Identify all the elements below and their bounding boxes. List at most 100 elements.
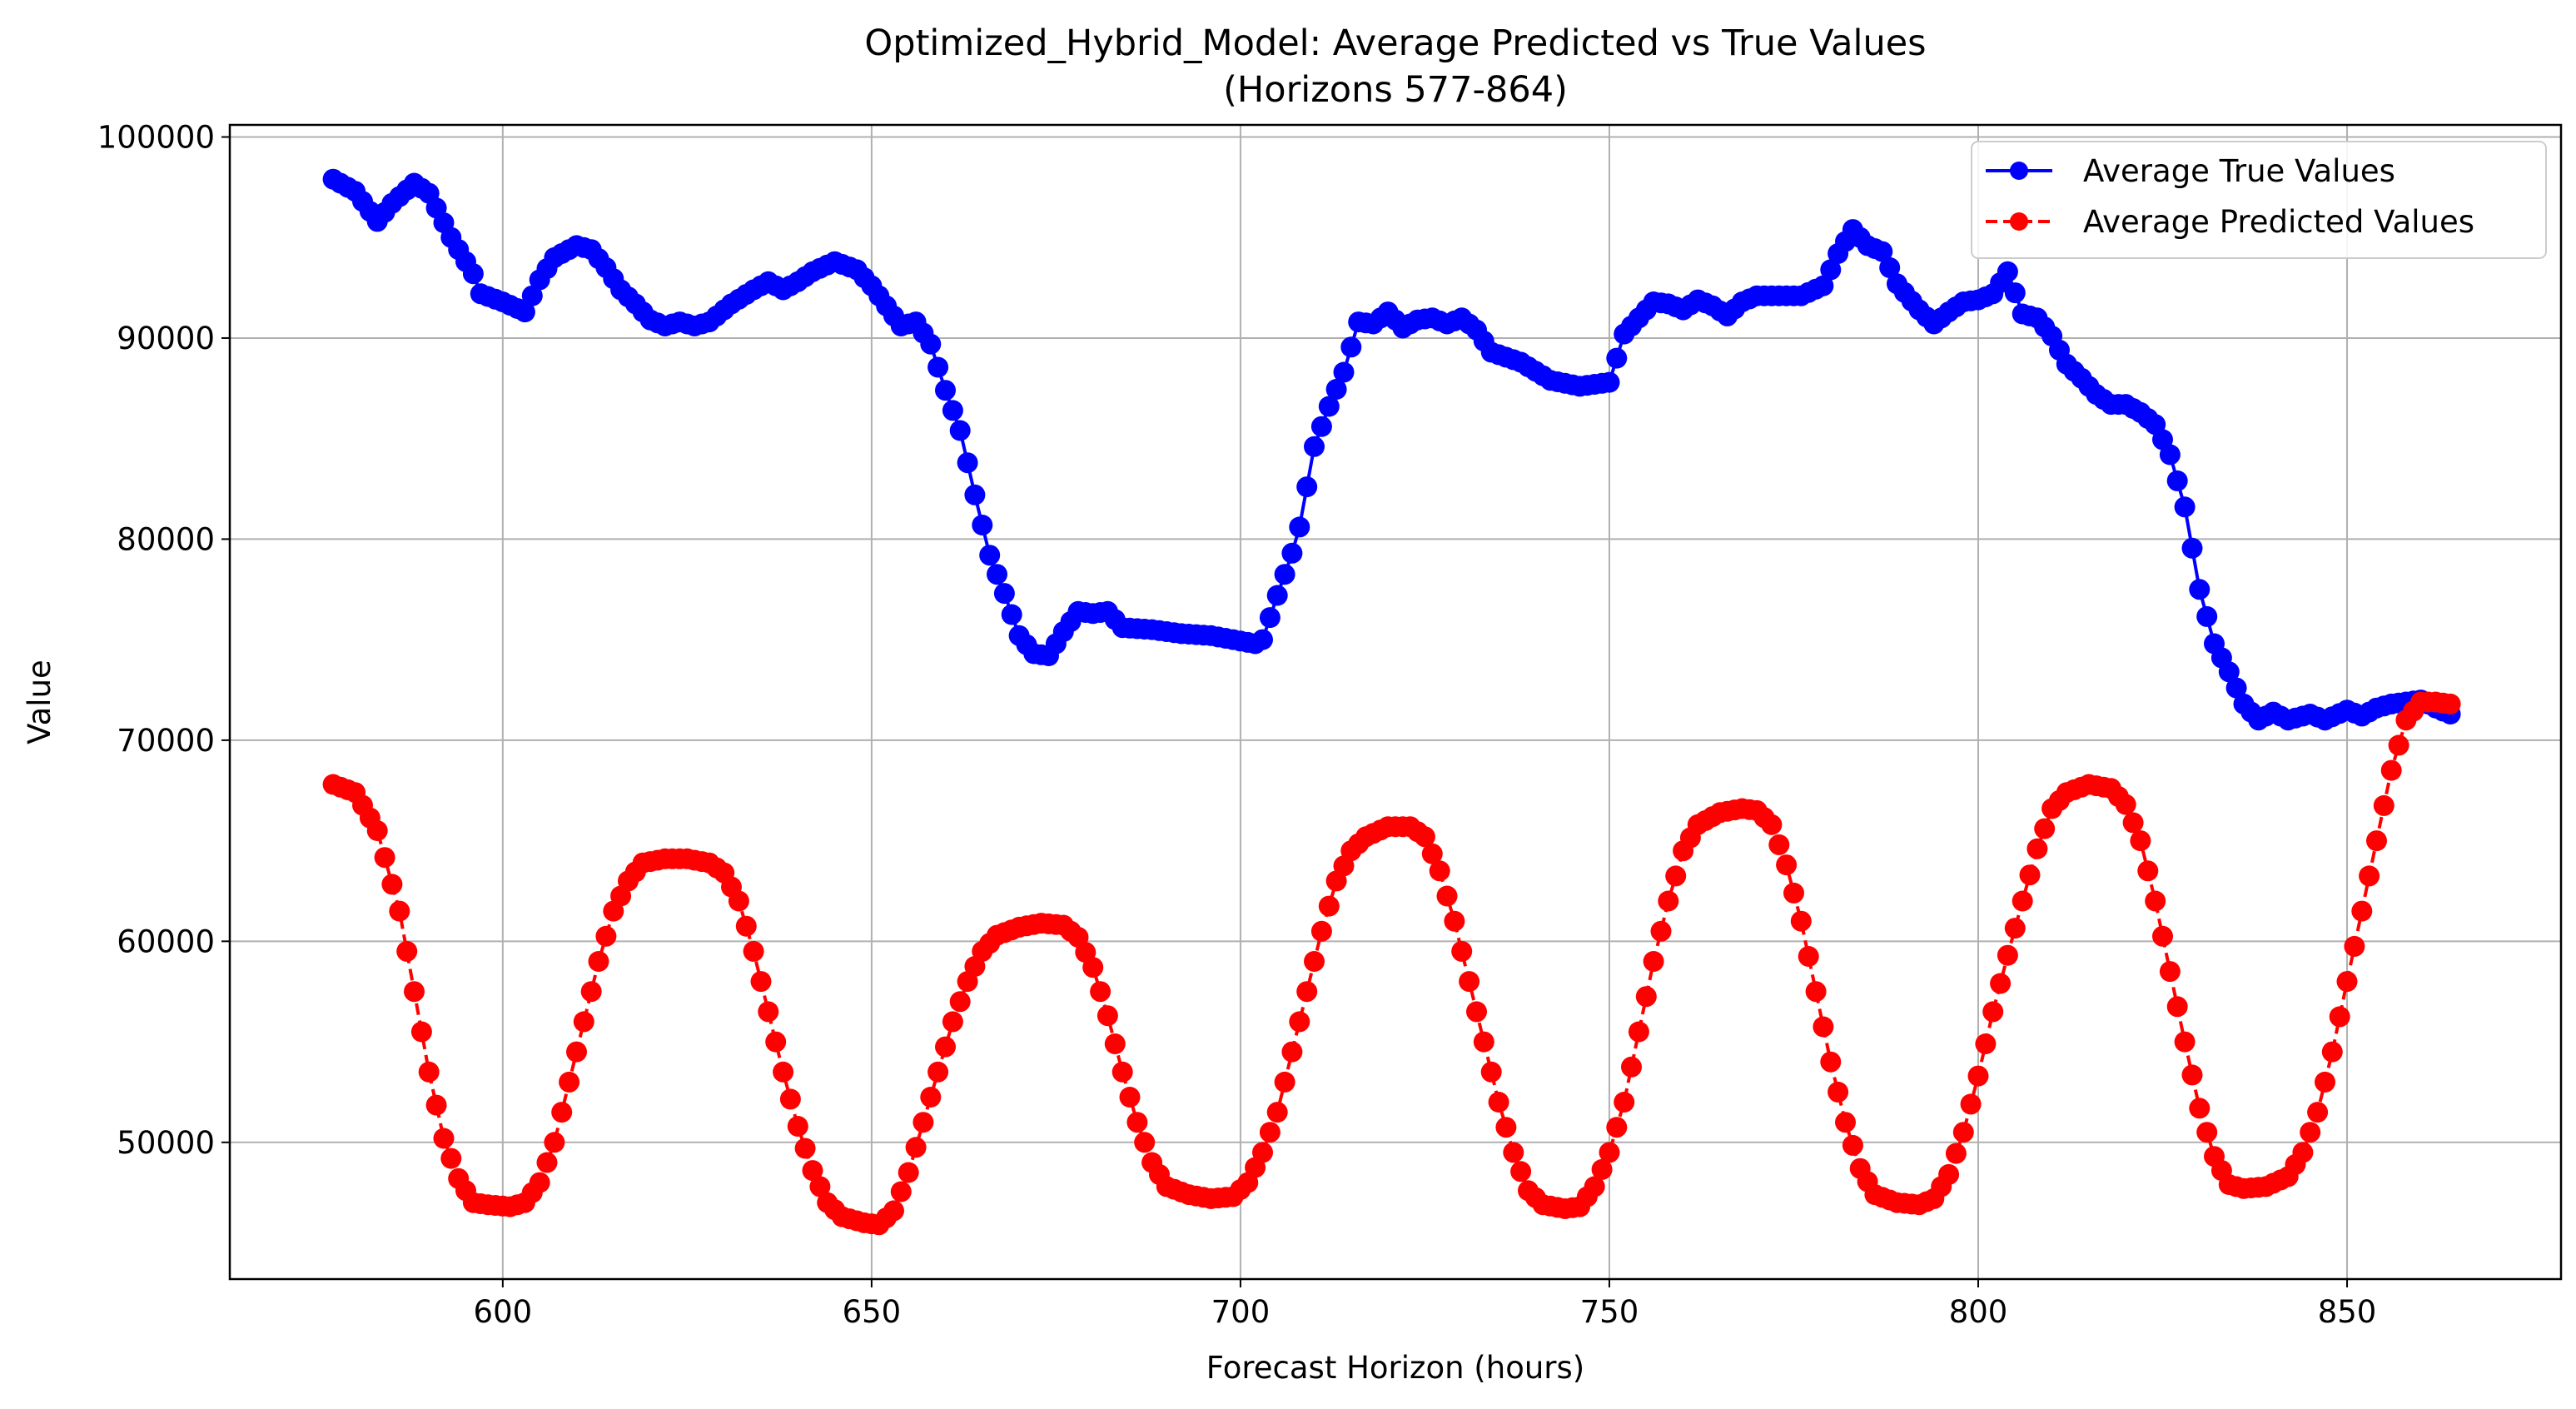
true-values-point <box>2189 579 2210 600</box>
true-values-point <box>1599 371 1620 393</box>
predicted-values-point <box>2344 935 2365 957</box>
predicted-values-point <box>750 971 772 993</box>
predicted-values-point <box>2373 794 2394 816</box>
true-values-point <box>2174 496 2196 518</box>
predicted-values-point <box>787 1116 808 1137</box>
predicted-values-point <box>1650 920 1672 942</box>
predicted-values-point <box>1658 890 1679 912</box>
predicted-values-point <box>1952 1122 1974 1143</box>
true-values-point <box>521 285 543 306</box>
predicted-values-point <box>809 1176 831 1197</box>
predicted-values-point <box>1606 1117 1628 1138</box>
predicted-values-point <box>1643 951 1664 972</box>
predicted-values-point <box>1421 843 1443 864</box>
predicted-values-point <box>1473 1031 1494 1053</box>
true-values-point <box>1310 416 1332 437</box>
legend: Average True Values Average Predicted Va… <box>1971 141 2547 259</box>
predicted-values-point <box>1119 1087 1141 1108</box>
true-values-point <box>1325 379 1347 400</box>
true-values-point <box>1274 564 1295 585</box>
predicted-values-point <box>1820 1051 1842 1073</box>
true-values-point <box>1813 275 1834 296</box>
true-values-point <box>1281 542 1303 564</box>
chart-title-line1: Optimized_Hybrid_Model: Average Predicte… <box>864 22 1926 64</box>
predicted-values-point <box>2300 1122 2321 1143</box>
predicted-values-point <box>1584 1176 1605 1197</box>
predicted-values-point <box>927 1061 949 1083</box>
true-values-point <box>1296 476 1318 498</box>
true-values-point <box>987 564 1007 585</box>
predicted-values-point <box>765 1031 787 1053</box>
predicted-values-point <box>890 1181 912 1202</box>
y-tick-label: 70000 <box>117 723 215 759</box>
true-values-point <box>2196 605 2218 627</box>
predicted-values-point <box>566 1041 587 1063</box>
predicted-values-point <box>1111 1061 1133 1083</box>
predicted-values-point <box>905 1137 927 1158</box>
y-axis-label: Value <box>22 660 57 744</box>
predicted-values-point <box>440 1148 462 1169</box>
predicted-values-point <box>389 900 410 922</box>
predicted-values-point <box>2034 818 2056 839</box>
predicted-values-point <box>580 981 602 1003</box>
predicted-values-point <box>949 991 971 1013</box>
true-values-point <box>1001 604 1022 625</box>
predicted-values-point <box>1097 1005 1118 1027</box>
true-values-point <box>2225 677 2247 699</box>
predicted-values-point <box>2012 890 2033 912</box>
predicted-values-point <box>433 1128 455 1149</box>
predicted-values-point <box>2122 812 2144 834</box>
predicted-values-point <box>1480 1061 1502 1083</box>
predicted-values-point <box>1835 1112 1856 1133</box>
predicted-values-point <box>735 915 757 937</box>
predicted-values-point <box>1134 1132 1156 1153</box>
true-values-point <box>462 263 484 285</box>
predicted-values-point <box>1296 981 1318 1003</box>
predicted-values-point <box>1945 1143 1967 1164</box>
predicted-values-point <box>1768 834 1790 855</box>
true-values-point <box>2004 282 2026 304</box>
plot-area <box>230 125 2561 1279</box>
predicted-values-point <box>2315 1071 2335 1093</box>
chart-title-line2: (Horizons 577-864) <box>1223 69 1568 111</box>
predicted-values-point <box>2336 971 2358 993</box>
predicted-values-point <box>1414 826 1435 848</box>
predicted-values-point <box>1628 1021 1649 1043</box>
predicted-values-point <box>1429 860 1450 882</box>
predicted-values-point <box>2159 961 2181 983</box>
true-values-point <box>949 420 971 441</box>
predicted-values-point <box>2019 864 2041 886</box>
predicted-values-point <box>1304 951 1325 972</box>
true-values-point <box>993 583 1015 605</box>
ticks: 600 650 700 750 800 850 50000 60000 70000 80000 90… <box>97 119 2377 1330</box>
predicted-values-point <box>1495 1117 1517 1138</box>
predicted-values-point <box>529 1172 550 1193</box>
predicted-values-point <box>544 1132 565 1153</box>
predicted-values-point <box>1459 971 1480 993</box>
true-values-point <box>1997 261 2018 282</box>
predicted-values-point <box>588 951 609 972</box>
true-values-point <box>979 545 1001 566</box>
true-values-point <box>1606 347 1628 369</box>
true-values-point <box>1289 516 1310 538</box>
predicted-values-point <box>1510 1161 1532 1182</box>
predicted-values-point <box>1761 814 1783 835</box>
predicted-values-point <box>1289 1011 1310 1033</box>
predicted-values-point <box>1090 981 1111 1003</box>
predicted-values-point <box>1488 1092 1509 1113</box>
true-values-point <box>2218 661 2240 683</box>
predicted-values-point <box>2004 918 2026 939</box>
predicted-values-point <box>2152 925 2173 947</box>
y-tick-label: 50000 <box>117 1125 215 1161</box>
true-values-point <box>942 400 963 421</box>
predicted-values-point <box>410 1021 432 1043</box>
predicted-values-point <box>794 1138 816 1159</box>
predicted-values-point <box>1813 1016 1834 1038</box>
x-tick-label: 850 <box>2318 1294 2377 1330</box>
predicted-values-point <box>2388 734 2409 756</box>
predicted-values-point <box>1444 910 1465 932</box>
predicted-values-point <box>404 981 425 1003</box>
predicted-values-point <box>1798 946 1819 967</box>
predicted-values-point <box>2189 1098 2210 1119</box>
predicted-values-point <box>1259 1122 1281 1143</box>
